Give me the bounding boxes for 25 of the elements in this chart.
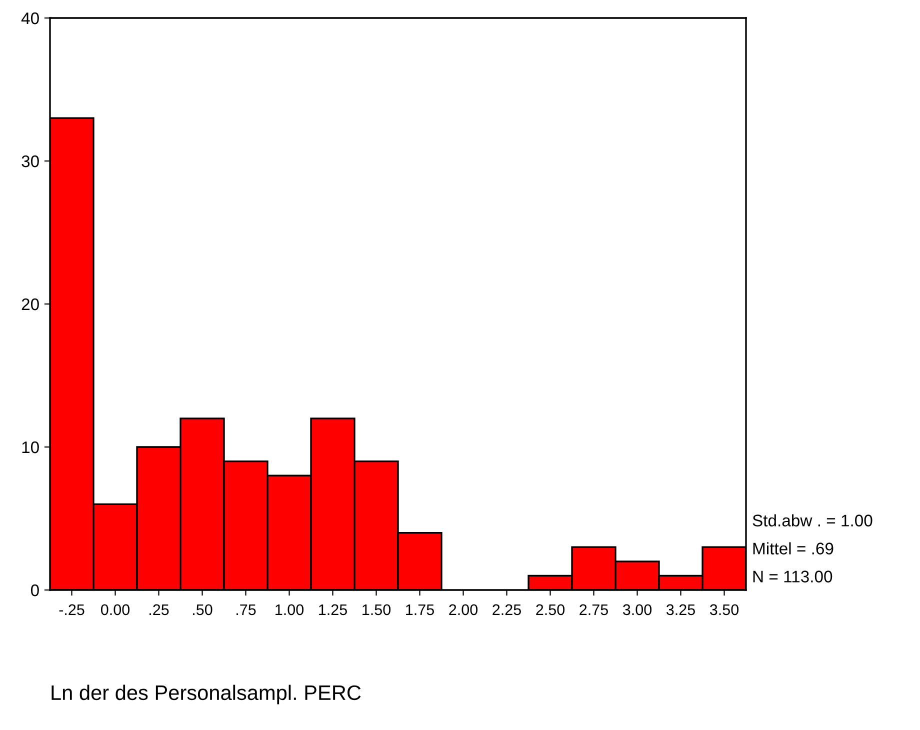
y-tick-label: 0	[30, 584, 39, 596]
x-tick-label: 1.25	[319, 604, 347, 616]
x-axis-title: Ln der des Personalsampl. PERC	[52, 684, 361, 704]
x-tick-label: 3.25	[666, 604, 695, 616]
text: Mittel = .69	[753, 542, 834, 554]
y-tick-label: 40	[21, 12, 39, 24]
x-tick-label: 3.00	[622, 604, 652, 616]
x-tick-label: 3.50	[710, 604, 739, 616]
x-tick-label: .50	[193, 604, 212, 616]
x-tick-label: 0.00	[100, 604, 130, 616]
x-tick-label: -.25	[59, 604, 84, 616]
x-tick-label: 1.50	[362, 604, 391, 616]
x-tick-label: 2.50	[536, 604, 565, 616]
text: N = 113.00	[753, 570, 832, 582]
x-tick-label: 1.00	[276, 604, 304, 616]
x-tick-label: .75	[236, 604, 256, 616]
y-tick-label: 30	[22, 155, 39, 168]
x-tick-label: .25	[150, 604, 169, 616]
x-tick-label: 2.75	[580, 604, 608, 616]
x-tick-label: 2.25	[492, 604, 521, 616]
x-tick-label: 2.00	[449, 604, 478, 616]
x-tick-label: 1.75	[406, 604, 434, 616]
text: Std.abw . = 1.00	[752, 514, 872, 526]
y-tick-label: 20	[22, 298, 39, 310]
y-tick-label: 10	[22, 441, 39, 454]
